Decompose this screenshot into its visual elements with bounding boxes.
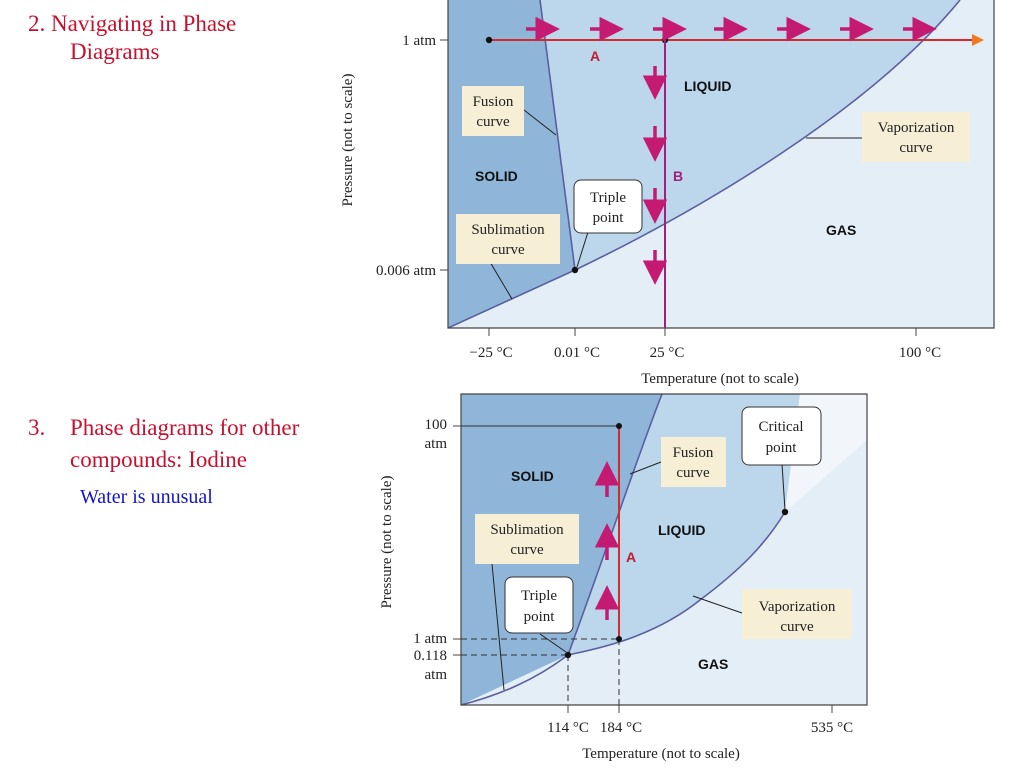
iodine-fusion-label: Fusion curve bbox=[629, 437, 726, 487]
water-xtick-100: 100 °C bbox=[899, 345, 941, 361]
iodine-region-liquid: LIQUID bbox=[658, 522, 705, 538]
svg-text:Vaporization: Vaporization bbox=[759, 599, 836, 615]
water-point-start-a bbox=[485, 36, 493, 44]
iodine-axes bbox=[460, 393, 868, 706]
water-phase-diagram: 1 atm 0.006 atm −25 °C 0.01 °C 25 °C 100… bbox=[340, 0, 995, 387]
water-path-b-label: B bbox=[673, 168, 683, 184]
iodine-ytick-0118-unit: atm bbox=[425, 667, 448, 683]
iodine-triple-point-dot bbox=[564, 651, 572, 659]
water-ylabel: Pressure (not to scale) bbox=[340, 74, 356, 207]
iodine-xlabel: Temperature (not to scale) bbox=[582, 746, 740, 762]
svg-text:Sublimation: Sublimation bbox=[471, 222, 545, 238]
iodine-sublimation-label: Sublimation curve bbox=[475, 514, 579, 691]
water-path-a-arrowhead bbox=[972, 34, 984, 46]
iodine-ytick-100: 100 bbox=[425, 417, 448, 433]
water-triple-label: Triple point bbox=[573, 179, 643, 234]
iodine-fusion-curve bbox=[567, 394, 663, 656]
heading-other-text: Phase diagrams for other compounds: Iodi… bbox=[70, 415, 300, 472]
water-fusion-label: Fusion curve bbox=[462, 86, 557, 136]
svg-text:point: point bbox=[593, 210, 625, 226]
iodine-triple-label: Triple point bbox=[504, 576, 574, 634]
iodine-sublimation-curve bbox=[461, 654, 569, 705]
iodine-xtick-535: 535 °C bbox=[811, 720, 853, 736]
svg-text:Critical: Critical bbox=[759, 419, 804, 435]
svg-text:curve: curve bbox=[476, 114, 510, 130]
water-liquid-region bbox=[448, 0, 960, 328]
heading-navigating-line2: Diagrams bbox=[70, 39, 160, 64]
svg-text:Fusion: Fusion bbox=[473, 94, 514, 110]
water-fusion-curve bbox=[539, 0, 576, 271]
iodine-critical-point-dot bbox=[781, 508, 789, 516]
water-ytick-1atm: 1 atm bbox=[402, 33, 436, 49]
water-vaporization-curve bbox=[574, 0, 961, 271]
water-xtick-001: 0.01 °C bbox=[554, 345, 600, 361]
iodine-region-solid: SOLID bbox=[511, 468, 554, 484]
water-triple-point-dot bbox=[571, 266, 579, 274]
heading-other-number: 3. bbox=[28, 415, 46, 440]
water-axes bbox=[447, 0, 995, 329]
svg-text:Vaporization: Vaporization bbox=[878, 120, 955, 136]
iodine-ytick-100-unit: atm bbox=[425, 436, 448, 452]
heading-navigating-line1: 2. Navigating in Phase bbox=[28, 11, 237, 36]
water-xtick-25: 25 °C bbox=[650, 345, 685, 361]
water-region-gas: GAS bbox=[826, 222, 856, 238]
water-xlabel: Temperature (not to scale) bbox=[641, 371, 799, 387]
water-path-a-label: A bbox=[590, 48, 600, 64]
svg-text:point: point bbox=[766, 440, 798, 456]
heading-navigating: 2. Navigating in Phase Diagrams bbox=[28, 10, 328, 66]
iodine-ytick-0118: 0.118 bbox=[414, 648, 447, 664]
water-region-solid: SOLID bbox=[475, 168, 518, 184]
svg-text:curve: curve bbox=[510, 542, 544, 558]
iodine-ylabel: Pressure (not to scale) bbox=[379, 476, 395, 609]
svg-text:curve: curve bbox=[899, 140, 933, 156]
water-sublimation-label: Sublimation curve bbox=[456, 214, 560, 300]
svg-text:curve: curve bbox=[491, 242, 525, 258]
water-xtick-minus25: −25 °C bbox=[469, 345, 512, 361]
water-ytick-0006atm: 0.006 atm bbox=[376, 263, 436, 279]
iodine-xtick-184: 184 °C bbox=[600, 720, 642, 736]
iodine-ytick-1atm: 1 atm bbox=[413, 631, 447, 647]
iodine-phase-diagram: 100 atm 1 atm 0.118 atm 114 °C 184 °C 53… bbox=[379, 393, 868, 762]
iodine-xtick-114: 114 °C bbox=[547, 720, 589, 736]
water-region-liquid: LIQUID bbox=[684, 78, 731, 94]
svg-text:curve: curve bbox=[676, 465, 710, 481]
iodine-vaporization-curve bbox=[567, 511, 786, 656]
svg-text:Triple: Triple bbox=[521, 588, 557, 604]
water-unusual-note: Water is unusual bbox=[80, 486, 213, 508]
iodine-point-184c-100atm bbox=[616, 423, 622, 429]
svg-text:point: point bbox=[524, 609, 556, 625]
iodine-region-gas: GAS bbox=[698, 656, 728, 672]
svg-text:Sublimation: Sublimation bbox=[490, 522, 564, 538]
water-vaporization-label: Vaporization curve bbox=[806, 112, 970, 162]
iodine-vaporization-label: Vaporization curve bbox=[692, 589, 852, 639]
svg-text:Triple: Triple bbox=[590, 190, 626, 206]
iodine-path-a-label: A bbox=[626, 549, 636, 565]
iodine-point-184c-1atm bbox=[616, 636, 622, 642]
iodine-critical-label: Critical point bbox=[741, 406, 822, 466]
svg-text:curve: curve bbox=[780, 619, 814, 635]
svg-text:Fusion: Fusion bbox=[673, 445, 714, 461]
